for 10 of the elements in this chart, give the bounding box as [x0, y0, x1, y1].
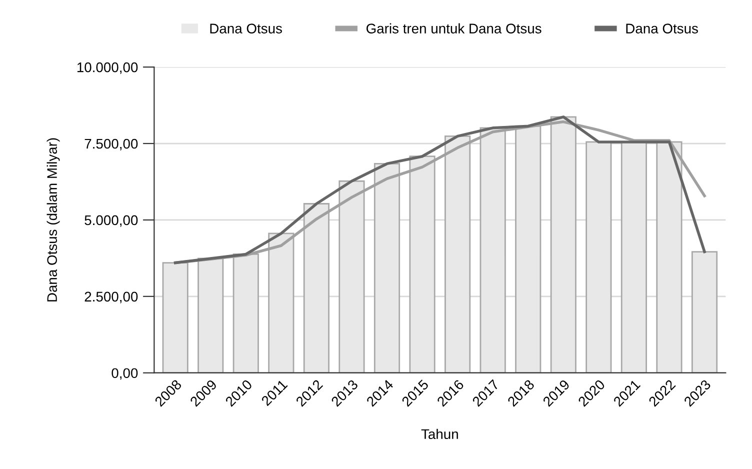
- y-tick-label: 5.000,00: [84, 215, 138, 227]
- legend-label: Garis tren untuk Dana Otsus: [366, 23, 542, 34]
- x-axis-title: Tahun: [421, 428, 458, 440]
- y-tick-label: 0,00: [112, 368, 138, 380]
- y-tick-label: 2.500,00: [84, 292, 138, 304]
- legend-label: Dana Otsus: [210, 24, 282, 34]
- legend-label: Dana Otsus: [626, 24, 698, 34]
- y-tick-label: 7.500,00: [84, 138, 138, 150]
- y-axis-title: Dana Otsus (dalam Milyar): [46, 138, 60, 302]
- y-tick-label: 10.000,00: [77, 62, 138, 74]
